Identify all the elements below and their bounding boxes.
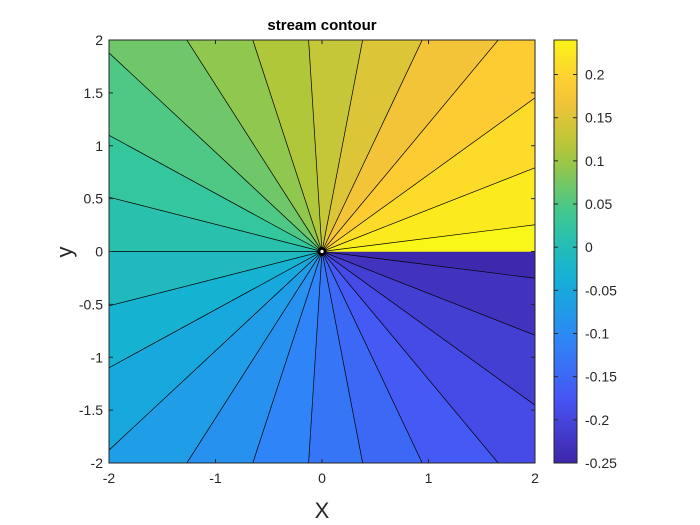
y-tick-label: -0.5 [79, 296, 103, 312]
contour-band [308, 40, 363, 252]
colorbar-tick-label: 0.05 [585, 196, 612, 212]
contour-line [252, 251, 323, 463]
colorbar-ticks: -0.25 -0.2 -0.15 -0.1 -0.05 0 0.05 0.1 0.15 0.2 [554, 67, 617, 471]
y-tick-label: 2 [95, 32, 103, 48]
x-tick-label: -1 [209, 470, 222, 486]
contour-line [109, 251, 323, 451]
x-axis-ticks: -2 -1 0 1 2 [103, 40, 539, 486]
contour-line [321, 40, 423, 252]
y-tick-label: 1.5 [84, 85, 104, 101]
contour-band [308, 251, 363, 463]
x-tick-label: 0 [318, 470, 326, 486]
x-tick-label: 2 [531, 470, 539, 486]
y-tick-label: -1 [91, 349, 104, 365]
contour-line [321, 167, 535, 252]
contour-line [321, 224, 535, 252]
colorbar-gradient [554, 40, 577, 463]
y-axis-label: y [52, 247, 77, 258]
colorbar-tick-label: 0.1 [585, 153, 605, 169]
x-tick-label: -2 [103, 470, 116, 486]
contour-line [321, 40, 499, 252]
y-tick-label: 0.5 [84, 191, 104, 207]
contour-line [109, 251, 323, 369]
x-tick-label: 1 [425, 470, 433, 486]
colorbar-box [553, 39, 578, 464]
y-tick-label: 0 [95, 244, 103, 260]
source-dot-center [320, 249, 324, 254]
contour-line [321, 251, 535, 279]
y-tick-label: 1 [95, 138, 103, 154]
colorbar-tick-label: 0.15 [585, 110, 612, 126]
y-axis-ticks: -2 -1.5 -1 -0.5 0 0.5 1 1.5 2 [79, 32, 535, 471]
contour-band [109, 251, 323, 463]
colorbar-tick-label: -0.1 [585, 326, 609, 342]
source-point-marker [317, 247, 327, 256]
colorbar: -0.25 -0.2 -0.15 -0.1 -0.05 0 0.05 0.1 0.15 0.2 [553, 39, 617, 471]
contour-band [321, 40, 535, 252]
contour-line [109, 251, 323, 307]
contour-line [321, 251, 499, 463]
colorbar-tick-label: 0 [585, 239, 593, 255]
y-tick-label: -2 [91, 455, 104, 471]
contour-line [321, 251, 535, 336]
contour-band [321, 251, 535, 463]
contour-line [252, 40, 323, 252]
contour-band [321, 251, 535, 336]
colorbar-tick-label: -0.15 [585, 369, 617, 385]
contour-line [186, 40, 323, 252]
contour-band [321, 224, 535, 252]
contour-band [109, 40, 323, 252]
contour-line [321, 97, 535, 252]
x-axis-label: X [315, 498, 330, 523]
contour-line [109, 52, 323, 252]
y-tick-label: -1.5 [79, 402, 103, 418]
colorbar-tick-label: -0.25 [585, 455, 617, 471]
contour-line [321, 251, 363, 463]
chart-title: stream contour [267, 17, 376, 34]
contour-line [321, 40, 363, 252]
contour-line [321, 251, 535, 406]
contour-line [321, 251, 423, 463]
colorbar-tick-label: 0.2 [585, 67, 605, 83]
contour-line [109, 134, 323, 252]
colorbar-tick-label: -0.05 [585, 282, 617, 298]
colorbar-tick-label: -0.2 [585, 412, 609, 428]
contour-line [109, 196, 323, 252]
contour-line [186, 251, 323, 463]
